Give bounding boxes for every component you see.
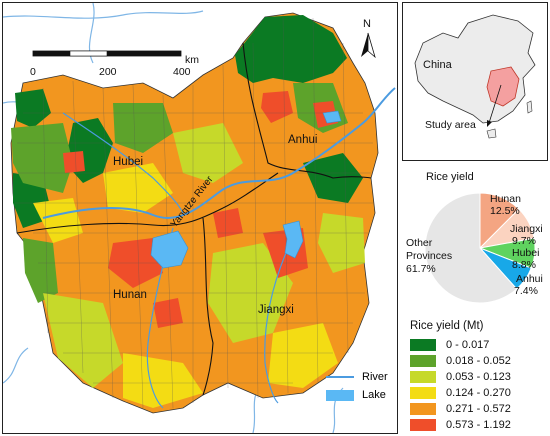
region-red-hubei-west bbox=[63, 151, 85, 173]
legend-item-class-4: 0.124 - 0.270 bbox=[410, 386, 511, 400]
river-swatch bbox=[326, 376, 354, 378]
scale-bar: 0 200 400 km bbox=[30, 50, 199, 78]
background-rivers bbox=[3, 3, 344, 433]
inset-label-study-area: Study area bbox=[425, 119, 476, 131]
region-dark-green-anhui-north bbox=[235, 15, 347, 83]
region-yellow-south bbox=[123, 353, 203, 408]
legend-swatch bbox=[410, 387, 436, 399]
legend-swatch bbox=[410, 371, 436, 383]
han-river bbox=[62, 112, 184, 214]
yangtze-river bbox=[42, 87, 396, 219]
dongting-lake bbox=[150, 230, 189, 269]
region-dark-green-west bbox=[15, 89, 51, 128]
pie-label-value: 9.7% bbox=[512, 235, 536, 247]
legend-item-lake: Lake bbox=[326, 389, 386, 401]
lake-swatch bbox=[326, 389, 354, 401]
province-label-hunan: Hunan bbox=[113, 289, 147, 301]
scale-tick-400: 400 bbox=[173, 66, 191, 78]
pie-label-value: 8.8% bbox=[512, 259, 536, 271]
pie-label-name: Jiangxi bbox=[510, 223, 543, 235]
legend-item-river: River bbox=[326, 371, 388, 383]
pie-label-name: Hubei bbox=[512, 247, 539, 259]
legend-label: 0.124 - 0.270 bbox=[446, 387, 511, 399]
pie-label-name: Anhui bbox=[516, 273, 543, 285]
rice-yield-pie-chart: Rice yield Hunan 12.5% Jiangxi 9.7% Hubei 8.8… bbox=[402, 166, 548, 316]
pie-label-name: Provinces bbox=[406, 250, 452, 262]
region-green-hubei-east bbox=[113, 103, 173, 153]
main-map: Hubei Anhui Hunan Jiangxi Yangtze River … bbox=[2, 2, 398, 434]
region-yellow-hubei bbox=[103, 163, 173, 213]
legend-item-class-5: 0.271 - 0.572 bbox=[410, 402, 511, 416]
legend-swatch bbox=[410, 403, 436, 415]
inset-label-china: China bbox=[423, 59, 453, 71]
legend-label: 0.573 - 1.192 bbox=[446, 419, 511, 431]
map-canvas: Hubei Anhui Hunan Jiangxi Yangtze River … bbox=[3, 3, 396, 433]
region-red-central bbox=[213, 208, 243, 238]
pie-label-name: Hunan bbox=[490, 193, 521, 205]
study-area-pointer bbox=[488, 84, 502, 124]
province-label-hubei: Hubei bbox=[113, 156, 143, 168]
pie-slices bbox=[424, 192, 536, 304]
hainan-island bbox=[486, 128, 497, 139]
inset-map: China Study area bbox=[402, 2, 548, 161]
study-area-outline bbox=[486, 66, 520, 107]
province-label-jiangxi: Jiangxi bbox=[258, 304, 294, 316]
legend-item-class-3: 0.053 - 0.123 bbox=[410, 370, 511, 384]
lake-legend-label: Lake bbox=[362, 389, 386, 401]
region-yellowgreen-east bbox=[318, 213, 365, 273]
chao-lake bbox=[322, 110, 342, 124]
legend-swatch bbox=[410, 419, 436, 431]
north-arrow-icon: N bbox=[361, 18, 376, 59]
region-yellow-jiangxi bbox=[268, 323, 338, 388]
region-green-west bbox=[11, 123, 73, 193]
river-legend-label: River bbox=[362, 371, 388, 383]
pointer-arrowhead-icon bbox=[487, 120, 492, 127]
pie-slice-other-provinces bbox=[424, 192, 518, 304]
pie-label-value: 7.4% bbox=[514, 285, 538, 297]
pie-label-value: 61.7% bbox=[406, 263, 436, 275]
legend-swatch bbox=[410, 355, 436, 367]
legend-item-class-6: 0.573 - 1.192 bbox=[410, 418, 511, 432]
map-legend: Rice yield (Mt) 0 - 0.017 0.018 - 0.052 … bbox=[402, 318, 548, 434]
region-red-south bbox=[153, 298, 183, 328]
legend-title: Rice yield (Mt) bbox=[410, 320, 484, 332]
pie-title: Rice yield bbox=[426, 171, 474, 183]
region-green-south bbox=[23, 238, 58, 303]
poyang-lake bbox=[282, 220, 304, 259]
north-label: N bbox=[363, 18, 371, 30]
scale-tick-0: 0 bbox=[30, 66, 36, 78]
region-yellowgreen-south bbox=[43, 293, 123, 388]
region-yellowgreen-central bbox=[173, 123, 243, 183]
legend-item-class-1: 0 - 0.017 bbox=[410, 338, 489, 352]
feature-legend: River Lake bbox=[326, 371, 396, 407]
legend-item-class-2: 0.018 - 0.052 bbox=[410, 354, 511, 368]
legend-label: 0.271 - 0.572 bbox=[446, 403, 511, 415]
inset-canvas: China Study area bbox=[414, 14, 536, 139]
scale-tick-200: 200 bbox=[99, 66, 117, 78]
province-label-anhui: Anhui bbox=[288, 134, 317, 146]
legend-label: 0.053 - 0.123 bbox=[446, 371, 511, 383]
region-red-hubei bbox=[261, 91, 293, 123]
pie-label-name: Other bbox=[406, 237, 433, 249]
legend-swatch bbox=[410, 339, 436, 351]
legend-label: 0 - 0.017 bbox=[446, 339, 490, 351]
gan-river bbox=[264, 247, 289, 404]
province-boundaries bbox=[16, 42, 372, 396]
pie-label-value: 12.5% bbox=[490, 205, 520, 217]
county-boundaries bbox=[13, 14, 373, 409]
scale-unit: km bbox=[185, 54, 199, 66]
taiwan-island bbox=[526, 100, 533, 114]
legend-label: 0.018 - 0.052 bbox=[446, 355, 511, 367]
